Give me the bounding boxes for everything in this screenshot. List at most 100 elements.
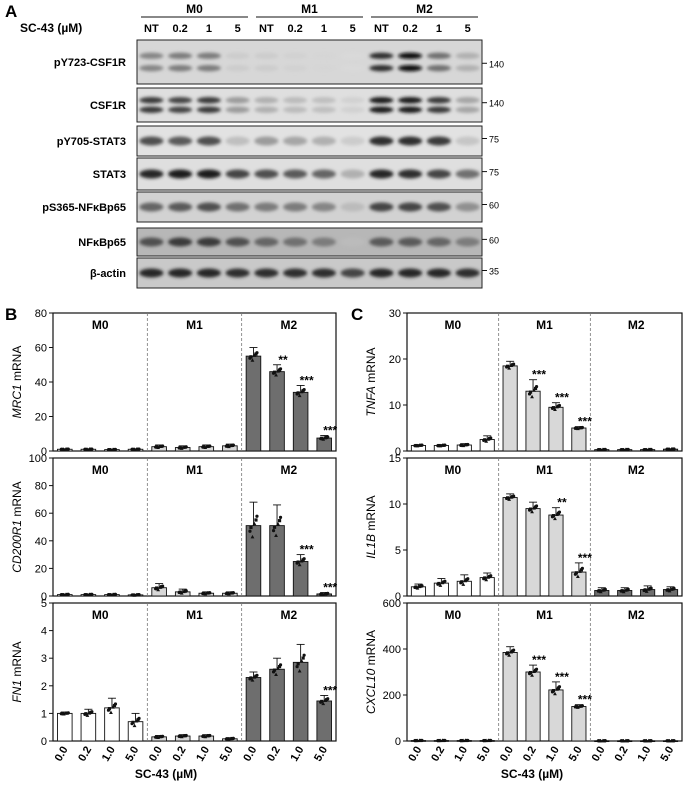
blot-band [139, 97, 164, 104]
significance-label: *** [578, 415, 592, 429]
data-point [134, 447, 139, 451]
data-point [296, 560, 300, 564]
data-point [443, 579, 447, 583]
blot-band [398, 237, 423, 247]
blot-band [398, 52, 423, 60]
data-point [460, 580, 464, 584]
blot-band [139, 237, 164, 247]
bar [127, 721, 144, 742]
data-point [158, 734, 163, 739]
blot-band [196, 169, 221, 179]
x-tick-label: 5.0 [475, 744, 493, 763]
data-point [184, 733, 188, 738]
data-point [252, 353, 257, 357]
data-point [534, 504, 539, 508]
bar [80, 712, 97, 742]
x-tick-label: 5.0 [218, 744, 236, 763]
mw-label: 35 [489, 267, 499, 277]
blot-lane-label: NT [144, 23, 159, 35]
bar [502, 652, 518, 742]
data-point [466, 738, 470, 743]
group-label: M1 [536, 463, 553, 477]
data-point [443, 738, 447, 743]
blot-band [426, 136, 451, 146]
data-point [509, 649, 514, 654]
data-point [228, 443, 233, 448]
data-point [579, 568, 583, 572]
blot-band [283, 268, 308, 278]
group-label: M2 [280, 608, 297, 622]
blot-band [225, 136, 250, 146]
chart-frame [52, 602, 337, 742]
data-point [296, 662, 300, 666]
chart-frame [406, 602, 683, 742]
data-point [321, 701, 326, 706]
data-point [181, 733, 186, 738]
data-point [489, 574, 493, 578]
y-tick-label: 30 [389, 308, 401, 320]
y-tick-label: 60 [35, 343, 47, 355]
bar [502, 497, 518, 597]
blot-band [225, 97, 250, 104]
significance-label: *** [578, 551, 592, 565]
data-point [255, 351, 259, 355]
y-tick-label: 0 [41, 446, 47, 458]
data-point [672, 586, 676, 591]
x-tick-label: 0.2 [171, 744, 189, 763]
group-label: M0 [444, 318, 461, 332]
y-tick-label: 4 [41, 626, 47, 638]
data-point [254, 518, 258, 522]
blot-band [369, 52, 394, 60]
blot-band [283, 52, 308, 60]
data-point [299, 558, 304, 563]
data-point [326, 697, 330, 701]
blot-membrane [136, 227, 483, 257]
data-point [302, 653, 306, 657]
data-point [323, 591, 328, 596]
blot-band [426, 106, 451, 113]
blot-band [455, 52, 480, 60]
data-point [250, 534, 255, 539]
data-point [87, 447, 92, 451]
data-point [63, 592, 68, 597]
group-label: M0 [444, 608, 461, 622]
data-point [512, 648, 516, 652]
blot-row-label: pS365-NFκBp65 [42, 202, 126, 214]
blot-band [254, 202, 279, 212]
data-point [669, 738, 674, 743]
blot-band [225, 52, 250, 60]
x-tick-label: 0.2 [429, 744, 447, 763]
data-point [528, 670, 533, 675]
data-point [107, 448, 112, 452]
bar [292, 561, 309, 597]
data-point [137, 447, 141, 451]
chart-frame [406, 457, 683, 597]
blot-band [225, 106, 250, 113]
significance-label: *** [323, 581, 337, 595]
data-point [107, 593, 112, 597]
data-point [669, 447, 674, 451]
data-point [420, 443, 424, 447]
blot-band [139, 169, 164, 179]
data-point [326, 591, 330, 595]
data-point [113, 447, 118, 452]
x-tick-label: 5.0 [658, 744, 676, 763]
data-point [555, 687, 559, 691]
data-point [255, 673, 259, 677]
data-point [90, 447, 94, 451]
data-point [208, 733, 212, 738]
data-point [250, 678, 255, 682]
data-point [225, 444, 229, 448]
y-axis-label: TNFA mRNA [364, 347, 378, 416]
group-label: M1 [186, 608, 203, 622]
blot-band [254, 97, 279, 104]
data-point [181, 445, 186, 449]
blot-band [254, 52, 279, 60]
y-axis-label: CXCL10 mRNA [364, 630, 378, 714]
data-point [551, 688, 556, 693]
data-point [553, 516, 557, 521]
blot-row: pY705-STAT3 75 [57, 125, 499, 157]
blot-band [225, 237, 250, 247]
data-point [440, 738, 445, 743]
blot-band [311, 64, 336, 72]
